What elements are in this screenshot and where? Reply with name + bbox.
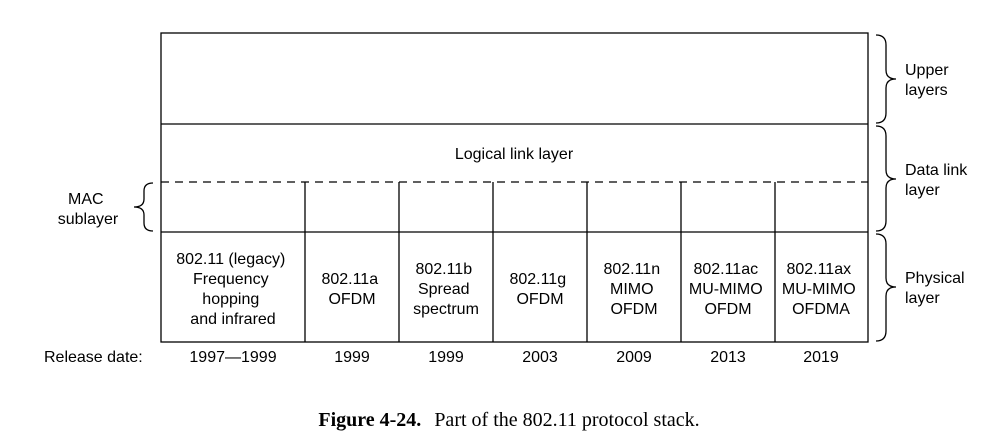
data-link-layer-brace (875, 125, 897, 232)
release-date: 2013 (710, 349, 746, 366)
release-date: 1997—1999 (189, 349, 276, 366)
physical-layer-brace (875, 233, 897, 342)
release-date-label: Release date: (44, 349, 143, 366)
standard-cell-80211b: 802.11b Spread spectrum (413, 261, 479, 318)
figure-caption-text: Part of the 802.11 protocol stack. (434, 409, 699, 431)
upper-layers-brace (875, 34, 897, 124)
release-date: 2009 (616, 349, 652, 366)
physical-standards: 802.11 (legacy) Frequency hopping and in… (176, 251, 860, 328)
standard-cell-legacy: 802.11 (legacy) Frequency hopping and in… (176, 251, 290, 328)
mac-sublayer-label: MAC sublayer (58, 191, 119, 228)
stack-outline (160, 32, 869, 343)
figure-caption-label: Figure 4-24. (318, 409, 421, 431)
release-dates: 1997—1999 1999 1999 2003 2009 2013 2019 (189, 349, 838, 366)
logical-link-layer-label: Logical link layer (455, 146, 574, 163)
standard-cell-80211a: 802.11a OFDM (321, 271, 382, 308)
standard-cell-80211n: 802.11n MIMO OFDM (603, 261, 664, 318)
upper-layers-label: Upper layers (905, 62, 953, 99)
physical-layer-label: Physical layer (905, 270, 969, 307)
standard-cell-80211ax: 802.11ax MU-MIMO OFDMA (782, 261, 860, 318)
column-dividers (304, 182, 776, 342)
release-date: 1999 (428, 349, 464, 366)
release-date: 1999 (334, 349, 370, 366)
figure-caption: Figure 4-24. Part of the 802.11 protocol… (318, 409, 699, 431)
standard-cell-80211ac: 802.11ac MU-MIMO OFDM (689, 261, 767, 318)
standard-cell-80211g: 802.11g OFDM (509, 271, 570, 308)
release-date: 2019 (803, 349, 839, 366)
release-date: 2003 (522, 349, 558, 366)
mac-sublayer-brace (133, 182, 154, 232)
data-link-layer-label: Data link layer (905, 162, 972, 199)
